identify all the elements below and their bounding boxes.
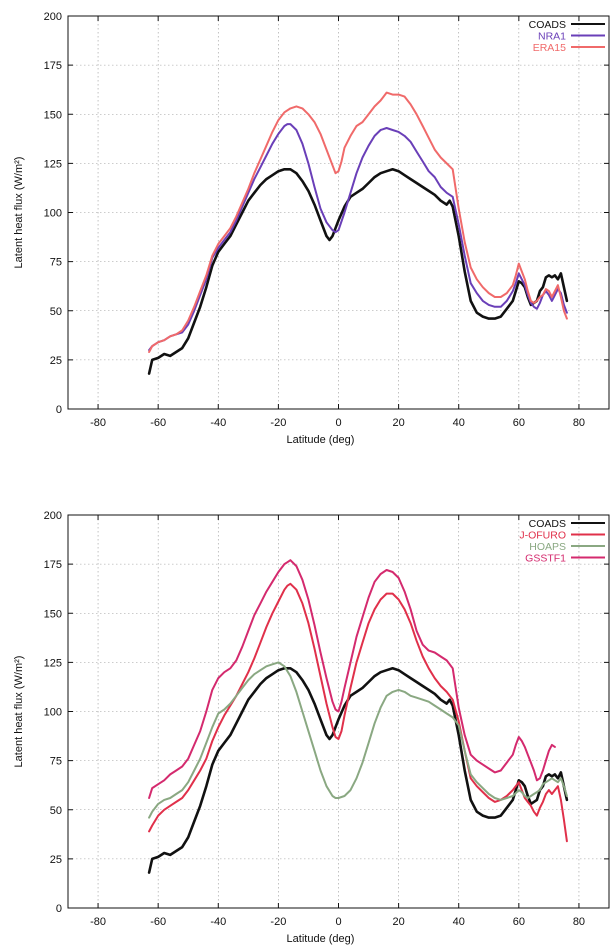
y-tick-label: 175 [44, 60, 62, 72]
series-line-coads [147, 667, 569, 874]
y-tick-label: 200 [44, 11, 62, 23]
x-tick-label: -20 [270, 417, 286, 429]
y-tick-label: 75 [50, 756, 62, 768]
x-tick-label: 20 [392, 417, 404, 429]
legend-label: GSSTF1 [525, 553, 566, 565]
x-tick-label: 80 [573, 417, 585, 429]
series-line-coads [147, 168, 569, 375]
x-tick-label: -80 [90, 417, 106, 429]
y-tick-label: 100 [44, 208, 62, 220]
legend-label: COADS [529, 19, 566, 31]
x-tick-label: 40 [453, 916, 465, 928]
x-tick-label: -60 [150, 916, 166, 928]
x-tick-label: 40 [453, 417, 465, 429]
x-tick-label: 0 [335, 417, 341, 429]
series-line-gsstf1 [148, 559, 556, 799]
y-tick-label: 175 [44, 559, 62, 571]
chart-panel-1: -80 -60 -40 -20 0 20 40 60 80 0 25 50 75 100 125 150 175… [13, 11, 610, 446]
legend-label: ERA15 [533, 42, 566, 54]
x-axis-label: Latitude (deg) [287, 933, 355, 945]
y-axis-label: Latent heat flux (W/m²) [13, 157, 25, 269]
x-tick-label: 80 [573, 916, 585, 928]
x-tick-label: 20 [392, 916, 404, 928]
x-tick-label: 60 [513, 916, 525, 928]
x-tick-label: -40 [210, 916, 226, 928]
x-axis-label: Latitude (deg) [287, 434, 355, 446]
series-line-era15 [148, 91, 568, 353]
y-tick-label: 0 [56, 903, 62, 915]
y-axis-label: Latent heat flux (W/m²) [13, 656, 25, 768]
legend-label: J-OFURO [519, 530, 566, 542]
y-tick-label: 0 [56, 404, 62, 416]
y-tick-label: 50 [50, 306, 62, 318]
y-tick-label: 150 [44, 109, 62, 121]
series-line-j-ofuro [148, 582, 568, 843]
series-line-nra1 [148, 123, 568, 352]
chart-panel-2: -80 -60 -40 -20 0 20 40 60 80 0 25 50 75 100 125 150 175… [13, 510, 610, 945]
x-tick-label: -60 [150, 417, 166, 429]
y-tick-label: 25 [50, 854, 62, 866]
y-tick-label: 200 [44, 510, 62, 522]
legend-label: COADS [529, 518, 566, 530]
x-tick-label: -20 [270, 916, 286, 928]
x-tick-label: -80 [90, 916, 106, 928]
legend-label: NRA1 [538, 31, 566, 43]
y-tick-label: 150 [44, 608, 62, 620]
y-tick-label: 125 [44, 657, 62, 669]
x-tick-label: 0 [335, 916, 341, 928]
x-tick-label: 60 [513, 417, 525, 429]
legend-label: HOAPS [529, 541, 566, 553]
y-tick-label: 50 [50, 805, 62, 817]
y-tick-label: 100 [44, 707, 62, 719]
series-line-hoaps [148, 661, 568, 819]
y-tick-label: 125 [44, 158, 62, 170]
y-tick-label: 25 [50, 355, 62, 367]
x-tick-label: -40 [210, 417, 226, 429]
y-tick-label: 75 [50, 257, 62, 269]
